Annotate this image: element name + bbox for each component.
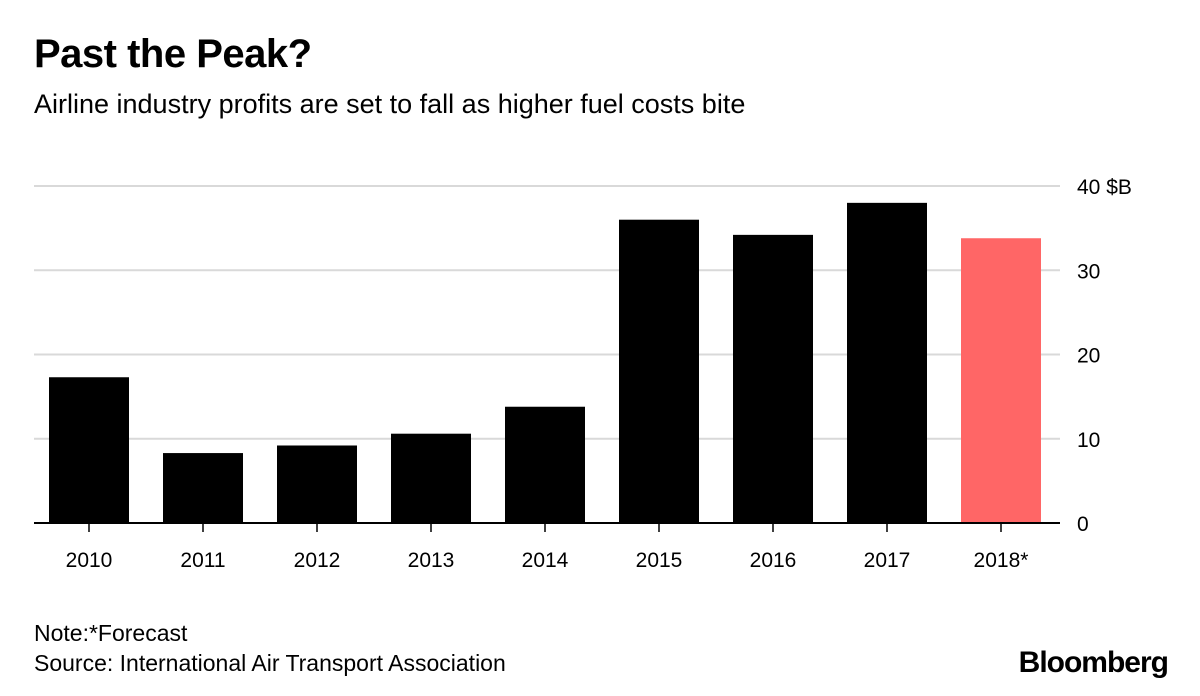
y-tick-label: 30 xyxy=(1077,260,1100,283)
bloomberg-logo: Bloomberg xyxy=(1018,646,1169,679)
bar xyxy=(505,406,585,523)
x-tick-label: 2014 xyxy=(522,549,569,572)
x-tick-label: 2017 xyxy=(864,549,911,572)
source-note: Source: International Air Transport Asso… xyxy=(34,650,506,676)
bar xyxy=(163,453,243,523)
y-tick-label: 20 xyxy=(1077,345,1100,368)
x-tick-label: 2013 xyxy=(408,549,455,572)
x-tick-label: 2015 xyxy=(636,549,683,572)
x-tick-label: 2011 xyxy=(180,549,225,572)
x-tick-label: 2012 xyxy=(294,549,341,572)
x-tick-label: 2010 xyxy=(66,549,113,572)
bar xyxy=(733,234,813,524)
x-tick-label: 2018* xyxy=(974,549,1029,572)
bar xyxy=(847,202,927,523)
bar xyxy=(391,433,471,523)
y-tick-label: 40 $B xyxy=(1077,176,1132,199)
axes: 0 10 20 30 40 $B 2010 2011 2012 2013 2014 2015 2016… xyxy=(34,176,1132,572)
bar xyxy=(961,238,1041,524)
y-tick-label: 0 xyxy=(1077,513,1089,536)
chart-title: Past the Peak? xyxy=(34,32,312,76)
bar xyxy=(619,219,699,523)
bars xyxy=(49,202,1041,524)
bar xyxy=(49,377,129,523)
y-tick-label: 10 xyxy=(1077,429,1100,452)
chart-subtitle: Airline industry profits are set to fall… xyxy=(34,89,746,119)
x-tick-label: 2016 xyxy=(750,549,797,572)
bar xyxy=(277,445,357,523)
bar-chart: 0 10 20 30 40 $B 2010 2011 2012 2013 2014 2015 2016… xyxy=(34,176,1132,572)
footnote: Note:*Forecast xyxy=(34,620,188,646)
